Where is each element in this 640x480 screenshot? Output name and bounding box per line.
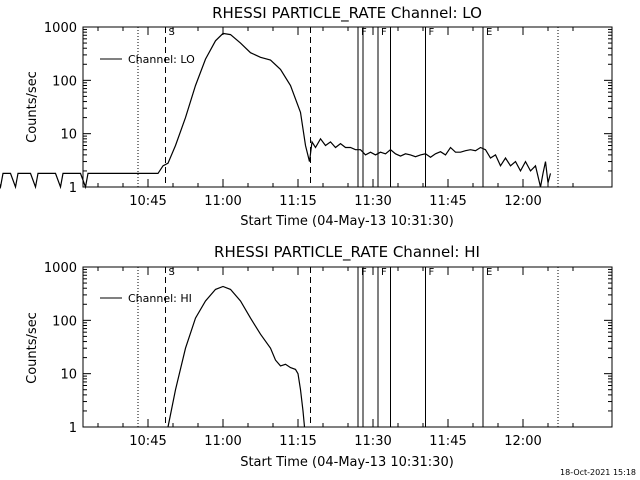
hi-marker-label: F [429,267,435,278]
generation-timestamp: 18-Oct-2021 15:18 [560,468,636,477]
hi-x-tick-label: 11:15 [279,434,316,449]
hi-x-tick-label: 11:00 [204,434,241,449]
lo-y-axis-label: Counts/sec [25,71,40,143]
hi-plot-frame [82,266,613,428]
lo-y-tick-label: 100 [52,74,77,89]
lo-x-tick-label: 11:45 [429,194,466,209]
lo-marker-label: F [361,27,367,38]
lo-marker-label: F [381,27,387,38]
hi-y-tick-label: 1 [69,421,77,436]
hi-x-tick-label: 12:00 [504,434,541,449]
hi-y-tick-label: 1000 [44,261,77,276]
lo-y-tick-label: 1000 [44,21,77,36]
hi-y-axis-label: Counts/sec [25,312,40,384]
hi-x-tick-label: 11:45 [429,434,466,449]
hi-series-line [167,285,306,428]
lo-marker-label: F [429,27,435,38]
lo-series-line [0,32,552,190]
lo-x-axis-label: Start Time (04-May-13 10:31:30) [240,214,454,229]
lo-plot-frame [82,26,613,188]
lo-y-tick-label: 10 [60,128,77,143]
hi-chart-title: RHESSI PARTICLE_RATE Channel: HI [214,243,480,262]
lo-marker-label: E [486,27,492,38]
lo-chart-title: RHESSI PARTICLE_RATE Channel: LO [212,4,482,23]
hi-marker-label: F [361,267,367,278]
lo-y-tick-label: 1 [69,181,77,196]
lo-legend-label: Channel: LO [128,53,195,66]
hi-x-axis-label: Start Time (04-May-13 10:31:30) [240,455,454,470]
lo-x-tick-label: 11:00 [204,194,241,209]
hi-channel-panel: RHESSI PARTICLE_RATE Channel: HI Counts/… [25,243,613,470]
lo-x-tick-label: 10:45 [129,194,166,209]
hi-marker-label: S [169,267,175,278]
lo-x-tick-label: 11:15 [279,194,316,209]
hi-y-tick-label: 100 [52,314,77,329]
hi-marker-label: E [486,267,492,278]
hi-x-tick-label: 11:30 [354,434,391,449]
lo-x-tick-label: 11:30 [354,194,391,209]
hi-x-tick-label: 10:45 [129,434,166,449]
lo-x-tick-label: 12:00 [504,194,541,209]
hi-y-tick-label: 10 [60,368,77,383]
lo-channel-panel: RHESSI PARTICLE_RATE Channel: LO Counts/… [0,4,613,229]
hi-legend-label: Channel: HI [128,292,192,305]
hi-marker-label: F [381,267,387,278]
lo-marker-label: S [169,27,175,38]
